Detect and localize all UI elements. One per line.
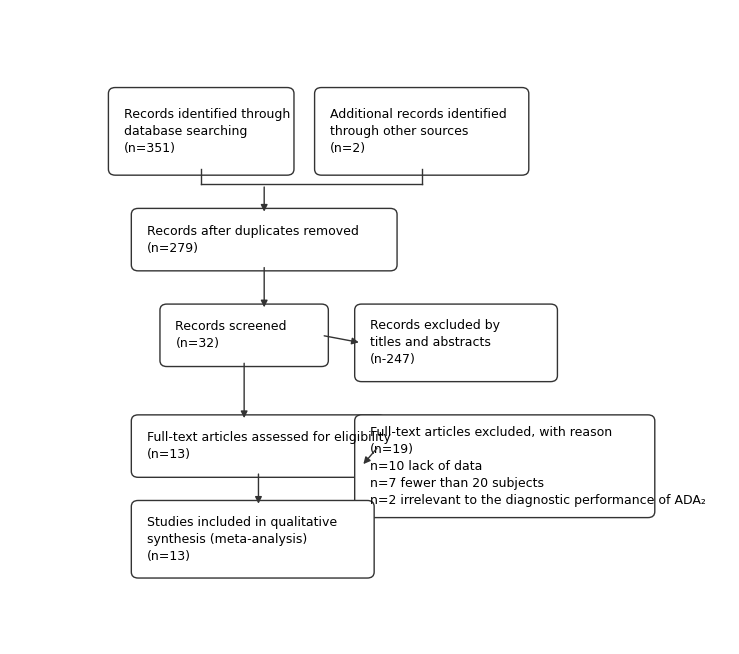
Text: Full-text articles assessed for eligibility
(n=13): Full-text articles assessed for eligibil… [147,431,391,461]
Text: Records identified through
database searching
(n=351): Records identified through database sear… [124,108,290,155]
Text: Records screened
(n=32): Records screened (n=32) [175,320,287,351]
FancyBboxPatch shape [132,415,386,477]
FancyBboxPatch shape [160,304,328,366]
FancyBboxPatch shape [109,88,294,175]
FancyBboxPatch shape [132,209,397,271]
FancyBboxPatch shape [315,88,529,175]
Text: Studies included in qualitative
synthesis (meta-analysis)
(n=13): Studies included in qualitative synthesi… [147,516,337,562]
FancyBboxPatch shape [355,415,655,517]
FancyBboxPatch shape [132,500,374,578]
Text: Records after duplicates removed
(n=279): Records after duplicates removed (n=279) [147,224,358,254]
Text: Additional records identified
through other sources
(n=2): Additional records identified through ot… [330,108,507,155]
FancyBboxPatch shape [355,304,557,382]
Text: Records excluded by
titles and abstracts
(n-247): Records excluded by titles and abstracts… [370,319,500,366]
Text: Full-text articles excluded, with reason
(n=19)
n=10 lack of data
n=7 fewer than: Full-text articles excluded, with reason… [370,426,706,507]
